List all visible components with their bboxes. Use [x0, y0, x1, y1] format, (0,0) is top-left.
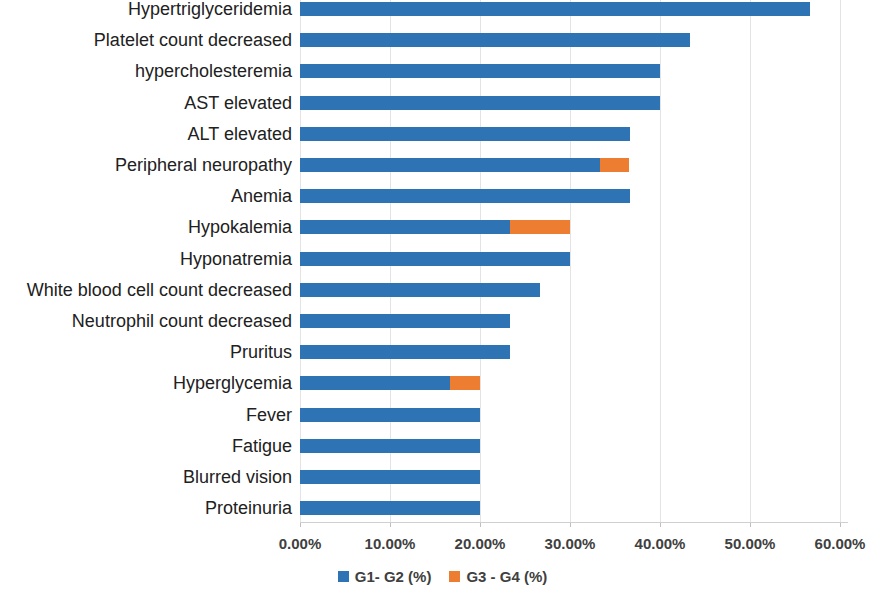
category-label: Neutrophil count decreased — [0, 311, 292, 331]
bar-segment-g3-g4 — [450, 376, 480, 390]
x-axis-tick-label: 30.00% — [525, 535, 615, 552]
category-label: ALT elevated — [0, 124, 292, 144]
bar-segment-g1-g2 — [300, 127, 630, 141]
gridline — [750, 0, 751, 522]
bar-segment-g1-g2 — [300, 252, 570, 266]
category-label: Peripheral neuropathy — [0, 155, 292, 175]
x-axis-tick-label: 40.00% — [615, 535, 705, 552]
category-label: hypercholesteremia — [0, 61, 292, 81]
adverse-events-bar-chart: 0.00%10.00%20.00%30.00%40.00%50.00%60.00… — [0, 0, 885, 597]
category-label: Fatigue — [0, 436, 292, 456]
legend: G1- G2 (%) G3 - G4 (%) — [0, 568, 885, 585]
bar-segment-g1-g2 — [300, 158, 600, 172]
bar-segment-g1-g2 — [300, 64, 660, 78]
x-axis-tick-label: 10.00% — [345, 535, 435, 552]
legend-label: G3 - G4 (%) — [466, 568, 547, 585]
gridline — [840, 0, 841, 522]
category-label: White blood cell count decreased — [0, 280, 292, 300]
bar-segment-g1-g2 — [300, 314, 510, 328]
bar-segment-g1-g2 — [300, 439, 480, 453]
bar-segment-g1-g2 — [300, 376, 450, 390]
category-label: Platelet count decreased — [0, 30, 292, 50]
bar-segment-g1-g2 — [300, 408, 480, 422]
category-label: Hyponatremia — [0, 249, 292, 269]
bar-segment-g1-g2 — [300, 470, 480, 484]
legend-label: G1- G2 (%) — [355, 568, 432, 585]
bar-segment-g3-g4 — [510, 220, 570, 234]
legend-swatch-g1-g2 — [338, 571, 349, 582]
category-label: Proteinuria — [0, 498, 292, 518]
category-label: Hypokalemia — [0, 217, 292, 237]
x-axis-tick-label: 20.00% — [435, 535, 525, 552]
category-label: AST elevated — [0, 93, 292, 113]
bar-segment-g1-g2 — [300, 501, 480, 515]
category-label: Pruritus — [0, 342, 292, 362]
category-label: Blurred vision — [0, 467, 292, 487]
bar-segment-g1-g2 — [300, 220, 510, 234]
category-label: Hyperglycemia — [0, 373, 292, 393]
bar-segment-g1-g2 — [300, 33, 690, 47]
bar-segment-g1-g2 — [300, 283, 540, 297]
legend-swatch-g3-g4 — [449, 571, 460, 582]
bar-segment-g1-g2 — [300, 2, 810, 16]
category-axis-line — [300, 522, 848, 523]
x-axis-tick-label: 50.00% — [705, 535, 795, 552]
x-axis-tick-label: 60.00% — [795, 535, 885, 552]
bar-segment-g1-g2 — [300, 96, 660, 110]
bar-segment-g3-g4 — [600, 158, 630, 172]
x-axis-tick-label: 0.00% — [255, 535, 345, 552]
bar-segment-g1-g2 — [300, 189, 630, 203]
legend-item-g1-g2: G1- G2 (%) — [338, 568, 432, 585]
category-label: Fever — [0, 405, 292, 425]
category-label: Hypertriglyceridemia — [0, 0, 292, 19]
category-label: Anemia — [0, 186, 292, 206]
bar-segment-g1-g2 — [300, 345, 510, 359]
legend-item-g3-g4: G3 - G4 (%) — [449, 568, 547, 585]
plot-area: 0.00%10.00%20.00%30.00%40.00%50.00%60.00… — [0, 0, 885, 597]
gridline — [660, 0, 661, 522]
